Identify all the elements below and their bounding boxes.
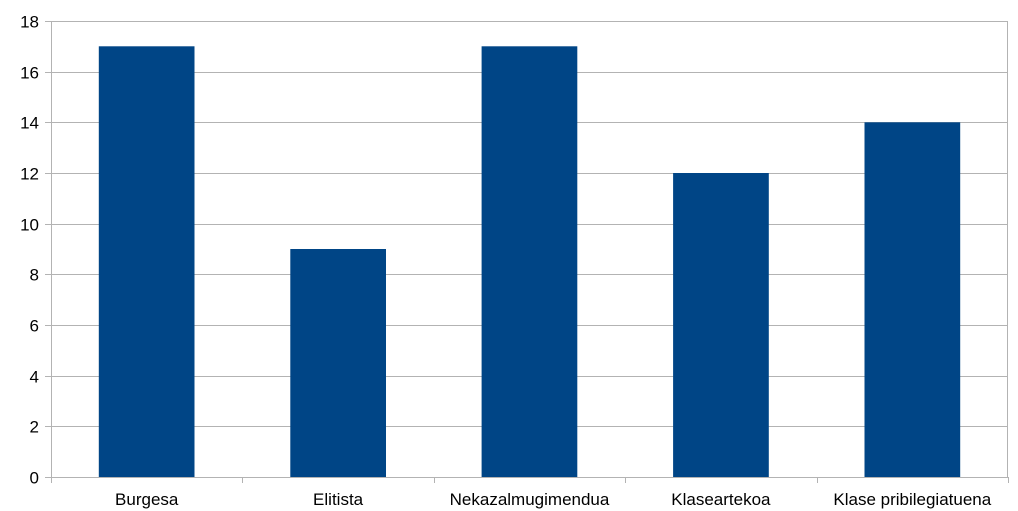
y-tick-label: 6	[30, 317, 39, 336]
y-tick-label: 8	[30, 266, 39, 285]
y-tick-label: 0	[30, 469, 39, 488]
y-tick-label: 10	[20, 216, 39, 235]
bar-elitista	[290, 249, 386, 477]
y-tick-label: 16	[20, 64, 39, 83]
y-tick-label: 2	[30, 418, 39, 437]
x-category-labels: Burgesa Elitista Nekazalmugimendua Klaseart…	[115, 490, 992, 509]
y-tick-label: 14	[20, 114, 39, 133]
bar-burgesa	[98, 46, 195, 478]
y-tick-label: 12	[20, 165, 39, 184]
bar-klaseartekoa	[673, 173, 769, 477]
bar-klase-pribilegiatuena	[864, 122, 961, 478]
x-category-label: Klaseartekoa	[671, 490, 771, 509]
x-category-label: Klase pribilegiatuena	[833, 490, 991, 509]
x-category-label: Burgesa	[115, 490, 179, 509]
x-category-label: Nekazalmugimendua	[450, 490, 610, 509]
x-category-label: Elitista	[313, 490, 364, 509]
y-tick-label: 18	[20, 13, 39, 32]
bar-nekazalmugimendua	[481, 46, 578, 478]
axes	[45, 21, 1009, 483]
y-tick-labels: 0 2 4 6 8 10 12 14 16 18	[20, 13, 39, 488]
bars	[98, 46, 961, 478]
y-tick-label: 4	[30, 368, 39, 387]
